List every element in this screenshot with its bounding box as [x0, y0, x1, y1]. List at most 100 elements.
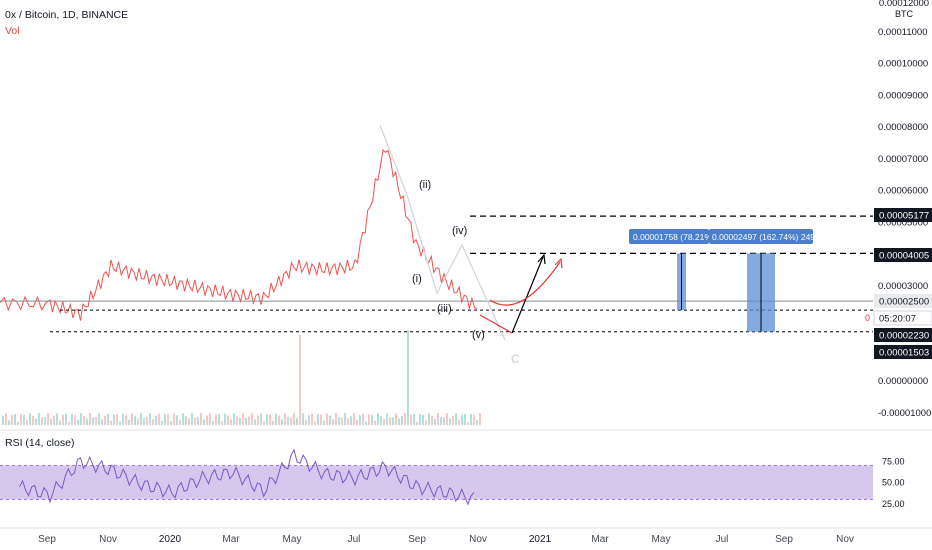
volume-bar	[470, 413, 472, 425]
volume-bar	[386, 413, 388, 425]
axis-tick-label: 0.00000000	[878, 376, 928, 387]
volume-bar	[314, 421, 316, 425]
volume-bar	[65, 414, 67, 425]
rsi-panel: 75.00 50.00 25.00	[0, 429, 932, 509]
volume-bar	[263, 421, 265, 425]
volume-bar	[455, 413, 457, 425]
volume-bar	[479, 413, 481, 425]
volume-bar	[284, 413, 286, 425]
volume-bar	[77, 420, 79, 425]
rsi-band	[0, 465, 873, 500]
wave-label: (iii)	[437, 303, 452, 315]
volume-bar	[329, 415, 331, 425]
volume-bar	[185, 416, 187, 425]
rsi-tick-label: 75.00	[882, 456, 905, 466]
price-series-line	[0, 148, 478, 321]
volume-bar	[356, 419, 358, 425]
time-tick-label: Nov	[99, 534, 117, 545]
volume-bar	[335, 413, 337, 425]
volume-bar	[227, 415, 229, 425]
volume-bar	[296, 418, 298, 425]
volume-bar	[272, 421, 274, 425]
volume-bar	[26, 420, 28, 425]
volume-bar	[149, 413, 151, 425]
wave-label: (iv)	[452, 225, 467, 237]
volume-bar	[239, 417, 241, 425]
wave-v-line	[479, 314, 513, 334]
volume-bar	[11, 414, 13, 425]
volume-bar	[320, 414, 322, 425]
volume-bar	[293, 413, 295, 425]
volume-bar	[134, 416, 136, 425]
side-label: 0	[865, 313, 870, 323]
volume-label: Vol	[5, 25, 20, 37]
volume-bar	[365, 421, 367, 425]
volume-bar	[446, 413, 448, 425]
volume-bar	[107, 413, 109, 425]
volume-bar	[167, 414, 169, 425]
volume-bar	[278, 415, 280, 425]
axis-tick-label: 0.00008000	[878, 122, 928, 133]
volume-bar	[59, 420, 61, 425]
volume-bar	[305, 419, 307, 425]
volume-bar	[221, 421, 223, 425]
volume-bar	[53, 415, 55, 425]
volume-bar	[200, 413, 202, 425]
measure-label-bg	[629, 229, 709, 244]
time-tick-label: Nov	[836, 534, 854, 545]
volume-bar	[299, 335, 301, 425]
volume-bar	[32, 416, 34, 425]
rsi-tick-label: 25.00	[882, 499, 905, 509]
volume-bar	[389, 417, 391, 425]
volume-bar	[419, 414, 421, 425]
volume-bar	[422, 414, 424, 425]
volume-bar	[248, 416, 250, 425]
axis-price-label: 0.00004005	[879, 251, 929, 262]
volume-bar	[125, 415, 127, 425]
volume-bar	[287, 416, 289, 425]
abc-path	[379, 124, 506, 341]
volume-bar	[377, 413, 379, 425]
time-tick-label: 2021	[529, 534, 552, 545]
volume-bar	[98, 413, 100, 425]
volume-bar	[398, 418, 400, 425]
volume-bar	[374, 420, 376, 425]
volume-bar	[461, 414, 463, 425]
projection-arrow-black	[511, 256, 544, 334]
volume-bar	[317, 414, 319, 425]
horizontal-levels	[0, 215, 873, 333]
volume-bar	[332, 419, 334, 425]
volume-bars	[2, 330, 481, 425]
volume-bar	[5, 413, 7, 425]
axis-price-label-bg	[874, 208, 932, 222]
volume-bar	[425, 420, 427, 425]
volume-bar	[242, 413, 244, 425]
volume-bar	[233, 413, 235, 425]
volume-bar	[449, 418, 451, 425]
volume-bar	[464, 413, 466, 425]
time-tick-label: Sep	[775, 534, 793, 545]
volume-bar	[458, 420, 460, 425]
volume-bar	[326, 413, 328, 425]
volume-bar	[152, 419, 154, 425]
axis-tick-label: 0.00003000	[878, 281, 928, 292]
axis-price-label: 0.00002500	[879, 297, 929, 308]
volume-bar	[29, 413, 31, 425]
volume-bar	[86, 418, 88, 425]
rsi-label: RSI (14, close)	[5, 437, 75, 449]
volume-bar	[269, 414, 271, 425]
time-tick-label: Sep	[408, 534, 426, 545]
volume-bar	[467, 421, 469, 425]
wave-label: C	[511, 352, 520, 366]
arrow-head	[537, 253, 546, 265]
volume-bar	[176, 415, 178, 425]
volume-bar	[344, 413, 346, 425]
volume-bar	[143, 417, 145, 425]
volume-bar	[362, 413, 364, 425]
time-tick-label: May	[283, 534, 302, 545]
arrow-head	[554, 257, 563, 269]
volume-bar	[251, 413, 253, 425]
volume-bar	[380, 415, 382, 425]
volume-bar	[437, 413, 439, 425]
